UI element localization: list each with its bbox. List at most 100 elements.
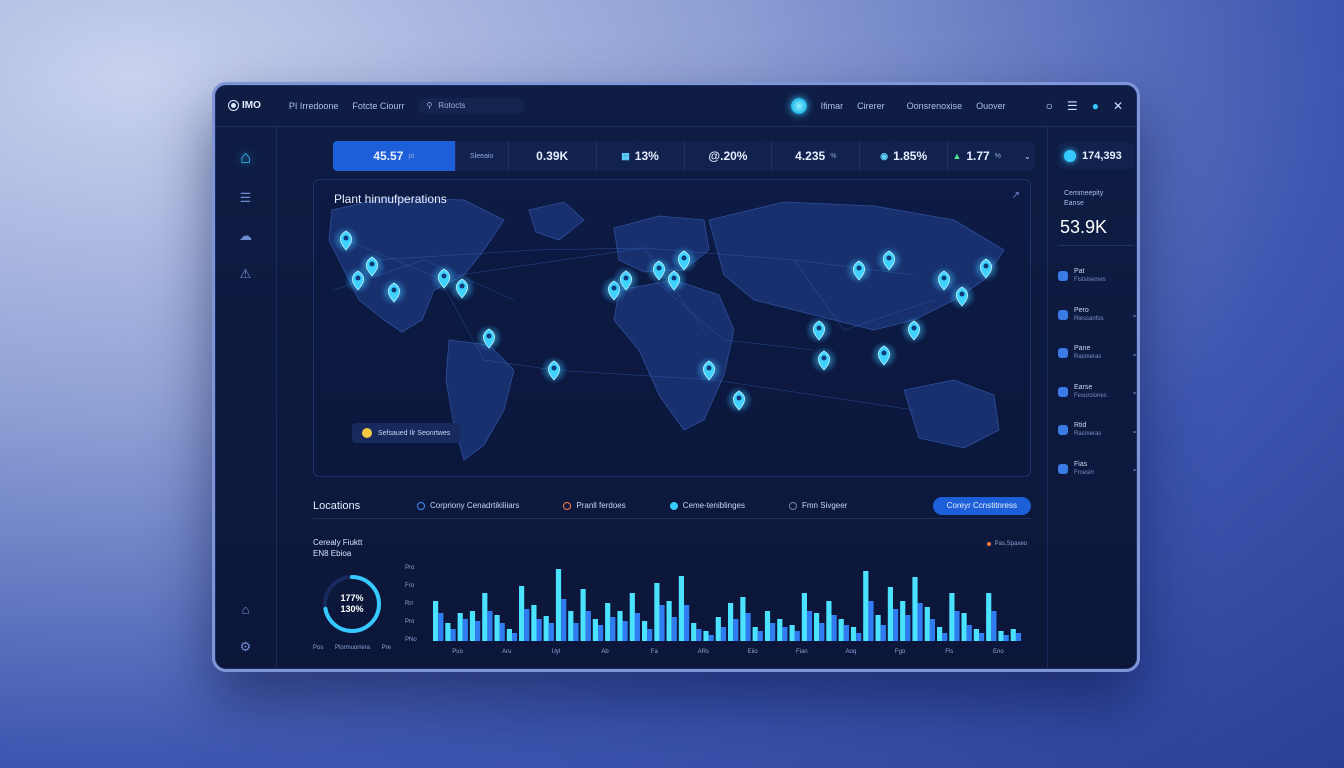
bar[interactable] — [519, 586, 525, 641]
expand-icon[interactable]: ↗ — [1011, 190, 1020, 201]
bar[interactable] — [826, 601, 832, 641]
bar[interactable] — [979, 633, 985, 641]
bar[interactable] — [622, 621, 628, 641]
metric-card[interactable]: 0.39K — [509, 141, 597, 171]
filter-item-2[interactable]: Pranll ferdoes — [563, 501, 626, 510]
location-pin-icon[interactable] — [540, 356, 568, 384]
bar[interactable] — [843, 625, 849, 641]
bar[interactable] — [469, 611, 476, 641]
bar[interactable] — [863, 571, 869, 641]
nav-link-3[interactable]: Oonsrenoxise — [906, 100, 963, 111]
bar[interactable] — [770, 623, 776, 641]
bar[interactable] — [850, 627, 857, 641]
metric-card[interactable]: @.20% — [685, 141, 773, 171]
bar[interactable] — [838, 619, 844, 641]
bar[interactable] — [991, 611, 997, 641]
bar[interactable] — [856, 633, 862, 641]
alert-icon[interactable]: ⚠ — [239, 266, 252, 281]
bar[interactable] — [580, 589, 586, 641]
location-pin-icon[interactable] — [475, 324, 503, 352]
search-icon-2[interactable]: ○ — [1045, 98, 1053, 113]
chevron-down-icon[interactable]: ⌄ — [1131, 464, 1138, 474]
bar[interactable] — [752, 627, 758, 641]
bar[interactable] — [531, 605, 537, 641]
chevron-down-icon[interactable]: ⌄ — [1131, 425, 1138, 435]
bar[interactable] — [905, 615, 911, 641]
bar[interactable] — [438, 613, 444, 641]
list-item[interactable]: Rtid Rasmeras ⌄ — [1058, 411, 1138, 450]
bar[interactable] — [696, 629, 702, 641]
metric-card[interactable]: ◉ 1.85% — [860, 141, 949, 171]
app-logo[interactable]: IMO — [229, 100, 261, 111]
bar[interactable] — [900, 601, 906, 641]
filter-item-3[interactable]: Ceme-teniblinges — [669, 501, 745, 510]
location-pin-icon[interactable] — [845, 256, 873, 284]
bar[interactable] — [610, 617, 616, 641]
bar[interactable] — [536, 619, 542, 641]
bar[interactable] — [819, 623, 825, 641]
bar[interactable] — [806, 611, 813, 641]
bar[interactable] — [605, 603, 611, 641]
location-pin-icon[interactable] — [870, 341, 898, 369]
bar[interactable] — [875, 615, 881, 641]
bar[interactable] — [745, 613, 751, 641]
bar[interactable] — [494, 615, 500, 641]
bar[interactable] — [568, 611, 574, 641]
bar[interactable] — [782, 627, 788, 641]
nav-link[interactable]: Fotcte Ciourr — [352, 100, 405, 111]
metric-card[interactable]: ▲ 1.77 % ⌄ — [948, 141, 1035, 171]
bar[interactable] — [445, 623, 451, 641]
location-pin-icon[interactable] — [948, 282, 976, 310]
list-icon[interactable]: ☰ — [239, 190, 252, 205]
list-item[interactable]: Fias Frcesirr ⌄ — [1058, 450, 1138, 489]
bar[interactable] — [678, 576, 684, 641]
metric-card[interactable]: 4.235 % — [772, 141, 861, 171]
nav-link-1[interactable]: Ifimar — [820, 100, 844, 111]
bar[interactable] — [548, 623, 554, 641]
user-icon[interactable]: ● — [1091, 98, 1099, 113]
bar[interactable] — [949, 593, 955, 641]
bar[interactable] — [524, 609, 530, 641]
bar[interactable] — [917, 603, 923, 641]
bar[interactable] — [1003, 635, 1009, 641]
location-pin-icon[interactable] — [380, 278, 408, 306]
list-item[interactable]: Pane Rasmeras ⌄ — [1058, 334, 1138, 373]
bar[interactable] — [654, 583, 660, 641]
bar[interactable] — [728, 603, 734, 641]
location-pin-icon[interactable] — [805, 316, 833, 344]
cloud-icon[interactable]: ☁ — [239, 228, 252, 243]
chevron-down-icon[interactable]: ⌄ — [1131, 348, 1138, 358]
bar[interactable] — [973, 629, 979, 641]
location-pin-icon[interactable] — [332, 226, 360, 254]
avatar[interactable] — [790, 97, 807, 114]
location-pin-icon[interactable] — [900, 316, 928, 344]
chevron-down-icon[interactable]: ⌄ — [1023, 151, 1031, 161]
bar[interactable] — [506, 629, 512, 641]
filter-item-4[interactable]: Fmn Sivgeer — [789, 501, 847, 510]
bar[interactable] — [691, 623, 697, 641]
location-pin-icon[interactable] — [695, 356, 723, 384]
bar[interactable] — [757, 631, 763, 641]
bar[interactable] — [475, 621, 481, 641]
bar[interactable] — [659, 605, 665, 641]
bar[interactable] — [666, 601, 672, 641]
bar[interactable] — [789, 625, 795, 641]
bar[interactable] — [629, 593, 635, 641]
nav-link-4[interactable]: Ouover — [976, 100, 1006, 111]
metric-card[interactable]: ▦ 13% — [597, 141, 685, 171]
bar[interactable] — [708, 635, 714, 641]
bar[interactable] — [499, 623, 505, 641]
bar[interactable] — [740, 597, 746, 641]
bar[interactable] — [887, 587, 893, 641]
bar[interactable] — [794, 631, 800, 641]
bar[interactable] — [814, 613, 820, 641]
filter-item-1[interactable]: Corpriony Cenadrtikiliiars — [417, 501, 519, 510]
bar[interactable] — [954, 611, 960, 641]
location-pin-icon[interactable] — [670, 246, 698, 274]
nav-link-2[interactable]: Cirerer — [857, 100, 885, 111]
list-item[interactable]: Pat Fistsisemes — [1058, 257, 1137, 296]
bar[interactable] — [561, 599, 567, 641]
bar[interactable] — [598, 625, 604, 641]
bar[interactable] — [617, 611, 623, 641]
bar[interactable] — [998, 631, 1004, 641]
